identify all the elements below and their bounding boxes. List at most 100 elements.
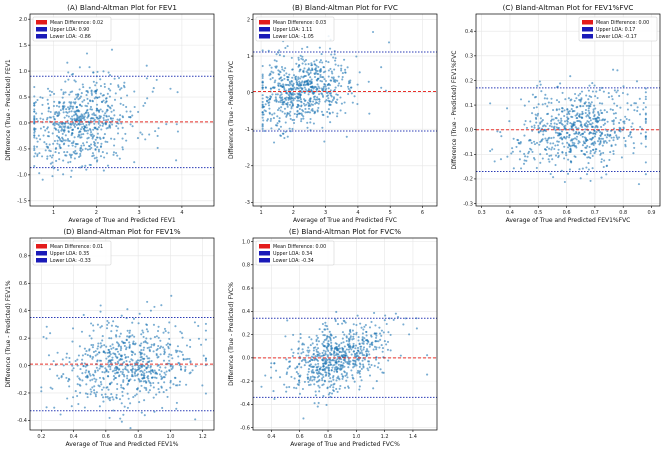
data-point bbox=[115, 151, 118, 155]
data-point bbox=[156, 356, 159, 359]
data-point bbox=[106, 164, 110, 167]
data-point bbox=[91, 99, 94, 102]
data-point bbox=[315, 90, 318, 93]
data-point bbox=[594, 150, 597, 153]
data-point bbox=[626, 93, 629, 96]
data-point bbox=[615, 136, 618, 139]
data-point bbox=[74, 359, 77, 363]
data-point bbox=[39, 96, 42, 99]
data-point bbox=[318, 328, 321, 331]
data-point bbox=[599, 142, 602, 145]
data-point bbox=[108, 363, 111, 366]
data-point bbox=[553, 147, 556, 151]
data-point bbox=[612, 112, 615, 115]
data-point bbox=[347, 386, 350, 389]
data-point bbox=[91, 133, 94, 136]
data-point bbox=[95, 136, 98, 139]
data-point bbox=[343, 386, 347, 389]
data-point bbox=[94, 148, 97, 151]
data-point bbox=[571, 110, 574, 113]
y-tick-label: -0.4 bbox=[17, 418, 27, 424]
data-point bbox=[389, 349, 392, 352]
data-point bbox=[145, 77, 148, 80]
data-point bbox=[608, 139, 611, 142]
data-point bbox=[67, 127, 70, 130]
data-point bbox=[146, 346, 149, 350]
data-point bbox=[261, 49, 264, 52]
data-point bbox=[295, 387, 298, 390]
data-point bbox=[275, 60, 278, 63]
data-point bbox=[127, 355, 130, 359]
data-point bbox=[57, 111, 61, 114]
data-point bbox=[126, 383, 129, 386]
data-point bbox=[290, 107, 293, 110]
data-point bbox=[297, 340, 300, 343]
data-point bbox=[123, 405, 126, 408]
data-point bbox=[313, 75, 317, 79]
data-point bbox=[308, 72, 311, 76]
data-point bbox=[57, 123, 60, 127]
data-point bbox=[322, 76, 325, 79]
data-point bbox=[341, 375, 344, 378]
data-point bbox=[110, 330, 113, 333]
data-point bbox=[175, 351, 178, 354]
data-point bbox=[293, 118, 296, 121]
data-point bbox=[179, 365, 182, 368]
data-point bbox=[334, 63, 337, 66]
data-point bbox=[44, 149, 47, 152]
data-point bbox=[109, 82, 112, 86]
data-point bbox=[114, 355, 117, 358]
data-point bbox=[119, 102, 122, 105]
data-point bbox=[141, 365, 144, 368]
data-point bbox=[107, 105, 110, 108]
data-point bbox=[202, 354, 205, 357]
data-point bbox=[615, 104, 619, 107]
data-point bbox=[581, 132, 585, 135]
data-point bbox=[99, 342, 102, 345]
data-point bbox=[74, 98, 77, 101]
data-point bbox=[298, 99, 301, 102]
data-point bbox=[619, 130, 622, 133]
data-point bbox=[337, 345, 340, 348]
data-point bbox=[334, 57, 337, 60]
data-point bbox=[326, 348, 329, 351]
data-point bbox=[112, 320, 115, 323]
data-point bbox=[351, 374, 354, 377]
data-point bbox=[325, 325, 329, 328]
data-point bbox=[79, 147, 82, 150]
data-point bbox=[310, 78, 313, 81]
data-point bbox=[97, 345, 100, 348]
data-point bbox=[378, 326, 381, 329]
data-point bbox=[621, 91, 625, 95]
y-axis-label: Difference (True - Predicted) FEV1 bbox=[5, 59, 12, 161]
data-point bbox=[288, 96, 291, 99]
legend-swatch-lower-loa bbox=[582, 34, 593, 39]
data-point bbox=[142, 348, 145, 352]
data-point bbox=[307, 79, 310, 82]
data-point bbox=[288, 73, 291, 76]
data-point bbox=[346, 66, 349, 69]
data-point bbox=[149, 382, 152, 385]
data-point bbox=[35, 145, 39, 148]
data-point bbox=[99, 155, 103, 158]
data-point bbox=[83, 347, 86, 350]
data-point bbox=[80, 144, 83, 147]
data-point bbox=[82, 133, 85, 136]
data-point bbox=[617, 136, 621, 139]
data-point bbox=[278, 54, 281, 57]
data-point bbox=[313, 402, 316, 405]
data-point bbox=[91, 346, 94, 349]
data-point bbox=[89, 129, 92, 132]
data-point bbox=[307, 62, 310, 66]
data-point bbox=[298, 392, 301, 395]
data-point bbox=[62, 91, 65, 94]
data-point bbox=[48, 149, 51, 152]
data-point bbox=[356, 354, 359, 357]
data-point bbox=[348, 89, 352, 92]
data-point bbox=[533, 143, 537, 146]
data-point bbox=[102, 70, 105, 73]
data-point bbox=[332, 352, 335, 355]
x-tick-label: 1 bbox=[259, 210, 262, 216]
data-point bbox=[633, 102, 636, 105]
data-point bbox=[292, 74, 296, 77]
